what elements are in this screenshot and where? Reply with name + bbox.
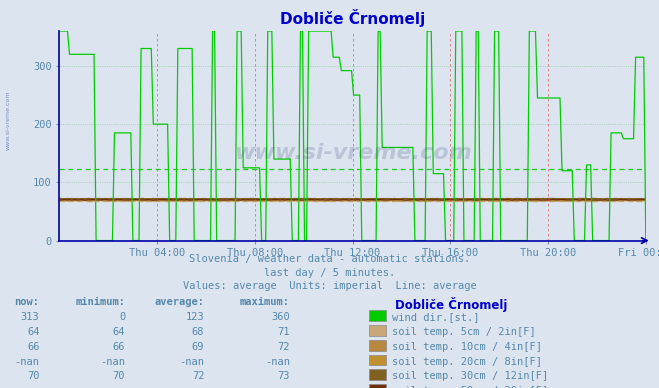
Text: -nan: -nan <box>179 357 204 367</box>
Text: 68: 68 <box>192 327 204 337</box>
Text: 66: 66 <box>27 342 40 352</box>
Text: maximum:: maximum: <box>240 297 290 307</box>
Text: 66: 66 <box>113 342 125 352</box>
Text: -nan: -nan <box>265 357 290 367</box>
Text: 73: 73 <box>277 371 290 381</box>
Text: soil temp. 10cm / 4in[F]: soil temp. 10cm / 4in[F] <box>392 342 542 352</box>
Text: 64: 64 <box>27 327 40 337</box>
Text: soil temp. 20cm / 8in[F]: soil temp. 20cm / 8in[F] <box>392 357 542 367</box>
Text: 70: 70 <box>113 371 125 381</box>
Text: wind dir.[st.]: wind dir.[st.] <box>392 312 480 322</box>
Text: -nan: -nan <box>179 386 204 388</box>
Text: 360: 360 <box>272 312 290 322</box>
Text: 123: 123 <box>186 312 204 322</box>
Text: soil temp. 30cm / 12in[F]: soil temp. 30cm / 12in[F] <box>392 371 548 381</box>
Text: soil temp. 50cm / 20in[F]: soil temp. 50cm / 20in[F] <box>392 386 548 388</box>
Text: 72: 72 <box>192 371 204 381</box>
Text: -nan: -nan <box>100 357 125 367</box>
Text: 71: 71 <box>277 327 290 337</box>
Text: www.si-vreme.com: www.si-vreme.com <box>5 90 11 150</box>
Text: Slovenia / weather data - automatic stations.: Slovenia / weather data - automatic stat… <box>189 254 470 264</box>
Text: Dobliče Črnomelj: Dobliče Črnomelj <box>395 297 508 312</box>
Text: last day / 5 minutes.: last day / 5 minutes. <box>264 268 395 278</box>
Text: -nan: -nan <box>14 357 40 367</box>
Text: -nan: -nan <box>14 386 40 388</box>
Text: 69: 69 <box>192 342 204 352</box>
Text: now:: now: <box>14 297 40 307</box>
Text: -nan: -nan <box>100 386 125 388</box>
Text: 313: 313 <box>21 312 40 322</box>
Text: soil temp. 5cm / 2in[F]: soil temp. 5cm / 2in[F] <box>392 327 536 337</box>
Text: average:: average: <box>154 297 204 307</box>
Title: Dobliče Črnomelj: Dobliče Črnomelj <box>280 9 425 27</box>
Text: 72: 72 <box>277 342 290 352</box>
Text: 70: 70 <box>27 371 40 381</box>
Text: 0: 0 <box>119 312 125 322</box>
Text: -nan: -nan <box>265 386 290 388</box>
Text: minimum:: minimum: <box>75 297 125 307</box>
Text: Values: average  Units: imperial  Line: average: Values: average Units: imperial Line: av… <box>183 281 476 291</box>
Text: www.si-vreme.com: www.si-vreme.com <box>234 142 471 163</box>
Text: 64: 64 <box>113 327 125 337</box>
